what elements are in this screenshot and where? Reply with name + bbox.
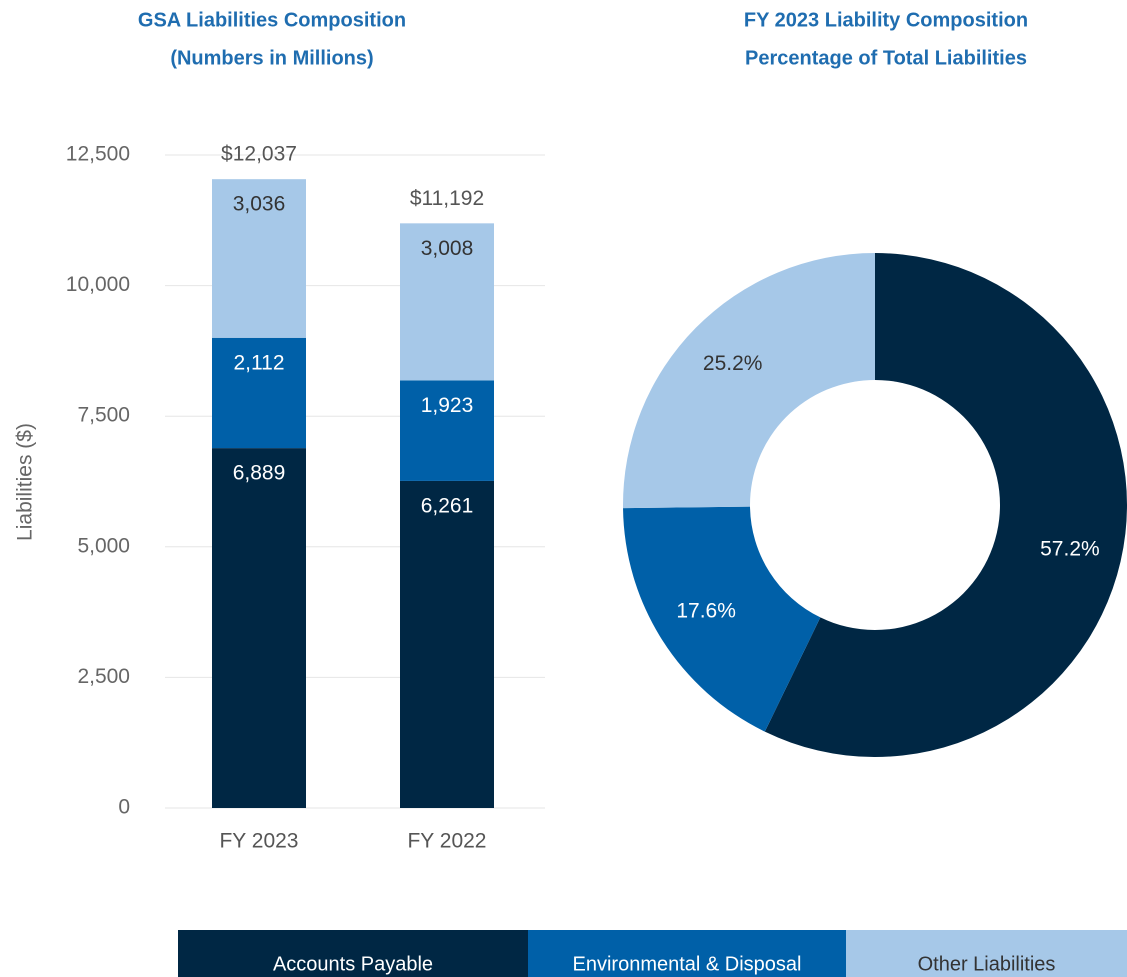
legend-label: Other Liabilities: [918, 953, 1056, 975]
bar-segment: [400, 380, 494, 481]
bar-segment: [212, 179, 306, 338]
segment-label: 2,112: [234, 351, 285, 374]
bar-segment: [400, 480, 494, 808]
bar-segment: [212, 337, 306, 449]
total-label: $11,192: [410, 187, 484, 210]
segment-label: 3,036: [233, 193, 286, 216]
bar-subtitle: (Numbers in Millions): [170, 47, 373, 69]
legend-swatch: [846, 930, 1127, 977]
legend-label: Environmental & Disposal: [573, 953, 802, 975]
x-tick-label: FY 2023: [219, 830, 298, 853]
y-tick-label: 12,500: [66, 143, 130, 166]
total-label: $12,037: [221, 143, 297, 166]
donut-slice: [764, 253, 1127, 757]
legend-label: Accounts Payable: [273, 953, 433, 975]
y-tick-label: 0: [118, 796, 130, 819]
bar-segment: [400, 223, 494, 381]
legend-swatch: [528, 930, 846, 977]
legend-swatch: [178, 930, 528, 977]
slice-label: 17.6%: [676, 600, 736, 623]
y-tick-label: 10,000: [66, 273, 130, 296]
x-tick-label: FY 2022: [407, 830, 486, 853]
slice-label: 25.2%: [703, 352, 763, 375]
donut-subtitle: Percentage of Total Liabilities: [745, 47, 1027, 69]
donut-slice: [623, 506, 821, 732]
slice-label: 57.2%: [1040, 537, 1100, 560]
y-tick-label: 2,500: [77, 665, 130, 688]
y-tick-label: 7,500: [77, 404, 130, 427]
segment-label: 3,008: [421, 237, 474, 260]
segment-label: 6,889: [233, 462, 286, 485]
bar-segment: [212, 448, 306, 808]
bar-title: GSA Liabilities Composition: [138, 9, 406, 31]
segment-label: 6,261: [421, 494, 474, 517]
donut-title: FY 2023 Liability Composition: [744, 9, 1028, 31]
segment-label: 1,923: [421, 394, 474, 417]
y-tick-label: 5,000: [77, 534, 130, 557]
donut-slice: [623, 253, 875, 509]
y-axis-label: Liabilities ($): [14, 423, 37, 541]
